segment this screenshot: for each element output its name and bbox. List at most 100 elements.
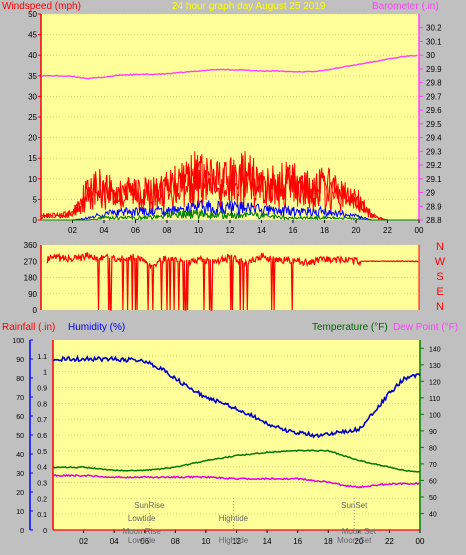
temperature-axis-title: Temperature (°F) <box>312 322 388 333</box>
temp-x-tick-label: 04 <box>110 537 119 546</box>
humidity-tick-label: 30 <box>16 471 24 478</box>
direction-tick-label: 90 <box>28 290 37 299</box>
wind-tick-label: 20 <box>28 134 37 143</box>
windspeed-line <box>40 161 419 221</box>
temp-x-tick-label: 08 <box>171 537 180 546</box>
temperature-line <box>52 449 420 473</box>
temperature-tick-label: 130 <box>429 363 441 370</box>
barometer-tick-label: 30.1 <box>426 37 442 46</box>
humidity-tick-label: 80 <box>16 376 24 383</box>
tide-sun-moon-annotation: SunSet <box>341 501 368 510</box>
temp-x-tick-label: 14 <box>263 537 272 546</box>
temperature-tick-label: 70 <box>429 462 437 469</box>
rain-tick-label: 1 <box>43 370 47 377</box>
dewpoint-line <box>52 473 421 489</box>
wind-x-tick-label: 10 <box>194 226 203 235</box>
barometer-tick-label: 29.8 <box>426 79 442 88</box>
wind-x-tick-label: 14 <box>257 226 266 235</box>
temp-x-tick-label: 20 <box>354 537 363 546</box>
compass-letter: S <box>436 271 443 283</box>
humidity-axis-title: Humidity (%) <box>68 322 125 333</box>
humidity-tick-label: 100 <box>12 338 24 345</box>
wind-tick-label: 45 <box>28 31 37 40</box>
rain-tick-label: 0.7 <box>37 417 47 424</box>
temp-x-tick-label: 12 <box>232 537 241 546</box>
wind-x-tick-label: 22 <box>383 226 392 235</box>
barometer-line <box>41 54 418 80</box>
humidity-tick-label: 40 <box>16 452 24 459</box>
direction-tick-label: 0 <box>33 306 38 315</box>
tide-sun-moon-annotation: Hightide <box>219 536 249 545</box>
wind-x-tick-label: 16 <box>289 226 298 235</box>
rain-tick-label: 0.9 <box>37 386 47 393</box>
rain-tick-label: 0.6 <box>37 433 47 440</box>
wind-tick-label: 40 <box>28 51 37 60</box>
tide-sun-moon-annotation: Hightide <box>219 514 249 523</box>
temperature-tick-label: 60 <box>429 478 437 485</box>
temperature-tick-label: 80 <box>429 445 437 452</box>
wind-tick-label: 50 <box>28 10 37 19</box>
direction-tick-label: 360 <box>24 241 38 250</box>
wind-barometer-chart: 0 5 10 15 20 25 30 35 40 45 50 28.8 28.9 29 29.1 29.2 29… <box>28 10 442 235</box>
compass-letter: E <box>436 286 443 298</box>
wind-x-tick-label: 06 <box>131 226 140 235</box>
humidity-line <box>52 354 421 439</box>
tide-sun-moon-annotation: Moon Rise <box>123 527 162 536</box>
rainfall-axis-title: Rainfall (.in) <box>2 322 55 333</box>
temp-x-tick-label: 22 <box>385 537 394 546</box>
tide-sun-moon-annotation: Moon Set <box>337 536 372 545</box>
tide-sun-moon-annotation: SunRise <box>134 501 165 510</box>
temp-x-tick-label: 00 <box>416 537 425 546</box>
barometer-tick-label: 29.4 <box>426 134 442 143</box>
graph-title: 24 hour graph day August 25 2019 <box>172 1 326 12</box>
humidity-tick-label: 90 <box>16 357 24 364</box>
direction-tick-label: 180 <box>24 274 38 283</box>
barometer-tick-label: 30 <box>426 51 435 60</box>
humidity-tick-label: 70 <box>16 395 24 402</box>
barometer-tick-label: 30.2 <box>426 24 442 33</box>
rain-tick-label: 0.2 <box>37 496 47 503</box>
barometer-tick-label: 29.6 <box>426 106 442 115</box>
wind-tick-label: 35 <box>28 72 37 81</box>
barometer-tick-label: 28.9 <box>426 202 442 211</box>
tide-sun-moon-annotation: Lowtide <box>128 536 156 545</box>
humidity-tick-label: 20 <box>16 490 24 497</box>
barometer-tick-label: 29.9 <box>426 65 442 74</box>
humidity-tick-label: 50 <box>16 433 24 440</box>
temp-x-tick-label: 18 <box>324 537 333 546</box>
humidity-tick-label: 60 <box>16 414 24 421</box>
wind-tick-label: 10 <box>28 175 37 184</box>
rain-tick-label: 0.3 <box>37 481 47 488</box>
tide-sun-moon-annotation: Lowtide <box>128 514 156 523</box>
rain-tick-label: 0 <box>43 528 47 535</box>
temperature-tick-label: 120 <box>429 379 441 386</box>
barometer-tick-label: 29.5 <box>426 120 442 129</box>
tide-sun-moon-annotation: Moon Set <box>342 527 377 536</box>
wind-tick-label: 5 <box>33 195 38 204</box>
wind-tick-label: 30 <box>28 92 37 101</box>
wind-tick-label: 0 <box>33 216 38 225</box>
temperature-tick-label: 100 <box>429 412 441 419</box>
wind-x-tick-label: 08 <box>163 226 172 235</box>
direction-tick-label: 270 <box>24 257 38 266</box>
wind-x-tick-label: 04 <box>100 226 109 235</box>
compass-letter: W <box>435 256 446 268</box>
barometer-tick-label: 29.2 <box>426 161 442 170</box>
rain-tick-label: 0.4 <box>37 465 47 472</box>
wind-direction-chart: 0 90 180 270 360 <box>24 241 420 315</box>
wind-x-tick-label: 02 <box>68 226 77 235</box>
temp-x-tick-label: 02 <box>79 537 88 546</box>
compass-letter: N <box>436 301 444 313</box>
barometer-tick-label: 29.7 <box>426 92 442 101</box>
temp-x-tick-label: 06 <box>140 537 149 546</box>
wind-x-tick-label: 18 <box>320 226 329 235</box>
dewpoint-axis-title: Dew Point (°F) <box>393 322 458 333</box>
temperature-tick-label: 90 <box>429 429 437 436</box>
compass-letter: N <box>436 241 444 253</box>
wind-x-tick-label: 20 <box>352 226 361 235</box>
windspeed-axis-title: Windspeed (mph) <box>2 1 81 12</box>
temperature-humidity-chart: 0 0.1 0.2 0.3 0.4 0.5 0.6 0.7 0.8 0.9 1 1.1 0 10 20 30 4… <box>12 338 440 546</box>
wind-tick-label: 15 <box>28 154 37 163</box>
